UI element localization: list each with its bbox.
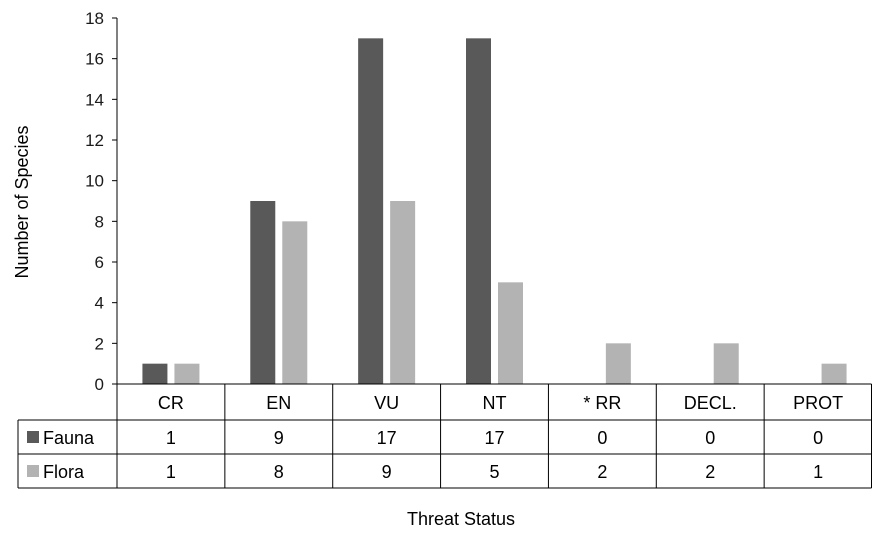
legend-label-flora: Flora: [43, 462, 85, 482]
category-label: DECL.: [684, 393, 737, 413]
y-tick-label: 12: [85, 131, 104, 150]
y-tick-label: 6: [95, 253, 104, 272]
table-value: 9: [274, 428, 284, 448]
bar-fauna: [358, 38, 384, 384]
y-tick-label: 4: [95, 294, 104, 313]
category-label: NT: [483, 393, 507, 413]
bar-flora: [605, 343, 631, 384]
legend-swatch-flora: [27, 465, 39, 477]
data-table: CR EN VU NT * RR DECL. PROT Fauna 1 9 17 17 0 0 0 Flora…: [17, 383, 872, 489]
table-value: 0: [597, 428, 607, 448]
y-tick-label: 0: [95, 375, 104, 394]
bar-fauna: [142, 363, 168, 384]
bar-flora: [390, 201, 416, 384]
y-axis-title: Number of Species: [12, 125, 32, 278]
category-label: * RR: [583, 393, 621, 413]
table-value: 1: [813, 462, 823, 482]
y-tick-label: 14: [85, 90, 104, 109]
bar-fauna: [250, 201, 276, 384]
table-value: 0: [705, 428, 715, 448]
table-value: 17: [484, 428, 504, 448]
legend-label-fauna: Fauna: [43, 428, 95, 448]
bar-flora: [713, 343, 739, 384]
bar-flora: [498, 282, 523, 384]
bar-fauna: [466, 38, 491, 384]
y-tick-label: 2: [95, 334, 104, 353]
y-axis: 0 2 4 6 8 10 12 14 16 18: [85, 9, 118, 394]
category-label: EN: [266, 393, 291, 413]
y-tick-label: 10: [85, 172, 104, 191]
category-label: VU: [374, 393, 399, 413]
table-value: 17: [377, 428, 397, 448]
y-tick-label: 18: [85, 9, 104, 28]
table-value: 9: [382, 462, 392, 482]
legend-swatch-fauna: [27, 431, 39, 443]
table-value: 2: [597, 462, 607, 482]
category-label: PROT: [793, 393, 843, 413]
table-value: 1: [166, 428, 176, 448]
table-value: 8: [274, 462, 284, 482]
table-value: 1: [166, 462, 176, 482]
y-tick-label: 16: [85, 50, 104, 69]
x-axis-title: Threat Status: [407, 509, 515, 529]
bar-flora: [174, 363, 200, 384]
table-value: 0: [813, 428, 823, 448]
table-value: 5: [489, 462, 499, 482]
table-value: 2: [705, 462, 715, 482]
bar-flora: [821, 363, 847, 384]
bars: [142, 38, 847, 384]
category-label: CR: [158, 393, 184, 413]
y-tick-label: 8: [95, 212, 104, 231]
bar-flora: [282, 221, 308, 384]
